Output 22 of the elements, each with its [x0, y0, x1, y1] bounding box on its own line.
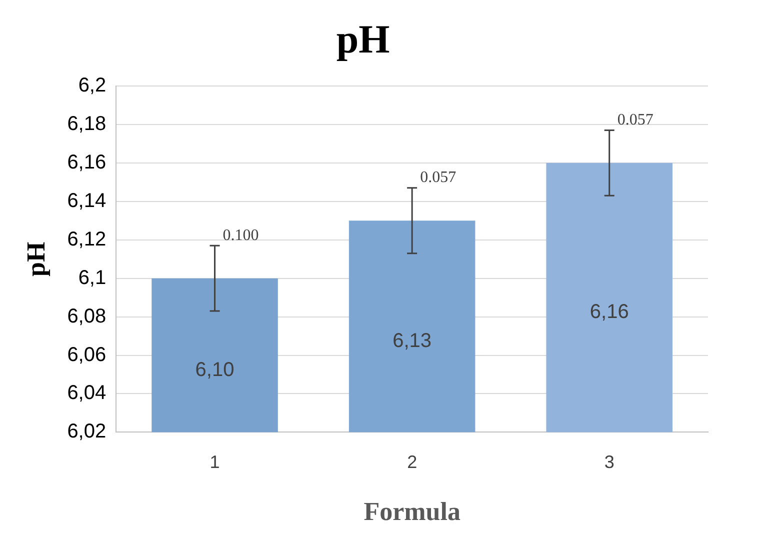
annotation: 0.057	[617, 111, 654, 128]
x-tick-label: 3	[604, 452, 614, 472]
y-tick-label: 6,08	[67, 305, 106, 328]
x-tick-label: 2	[407, 452, 418, 472]
x-tick-label: 1	[210, 452, 220, 472]
y-tick-label: 6,12	[67, 228, 106, 250]
annotation: 0.057	[420, 169, 456, 186]
y-axis-title: pH	[21, 242, 50, 276]
chart-title: pH	[336, 16, 390, 62]
y-tick-label: 6,1	[78, 266, 106, 289]
y-tick-label: 6,18	[67, 112, 106, 135]
y-tick-label: 6,06	[67, 344, 106, 366]
x-axis-title: Formula	[364, 497, 460, 526]
y-tick-label: 6,16	[67, 151, 106, 174]
y-tick-label: 6,14	[67, 190, 106, 212]
annotation: 0.100	[222, 226, 259, 244]
y-tick-label: 6,04	[67, 382, 106, 404]
data-label: 6,10	[195, 358, 234, 381]
data-label: 6,16	[590, 301, 629, 324]
y-tick-label: 6,02	[67, 420, 106, 443]
y-tick-label: 6,2	[78, 74, 106, 97]
data-label: 6,13	[392, 330, 432, 352]
